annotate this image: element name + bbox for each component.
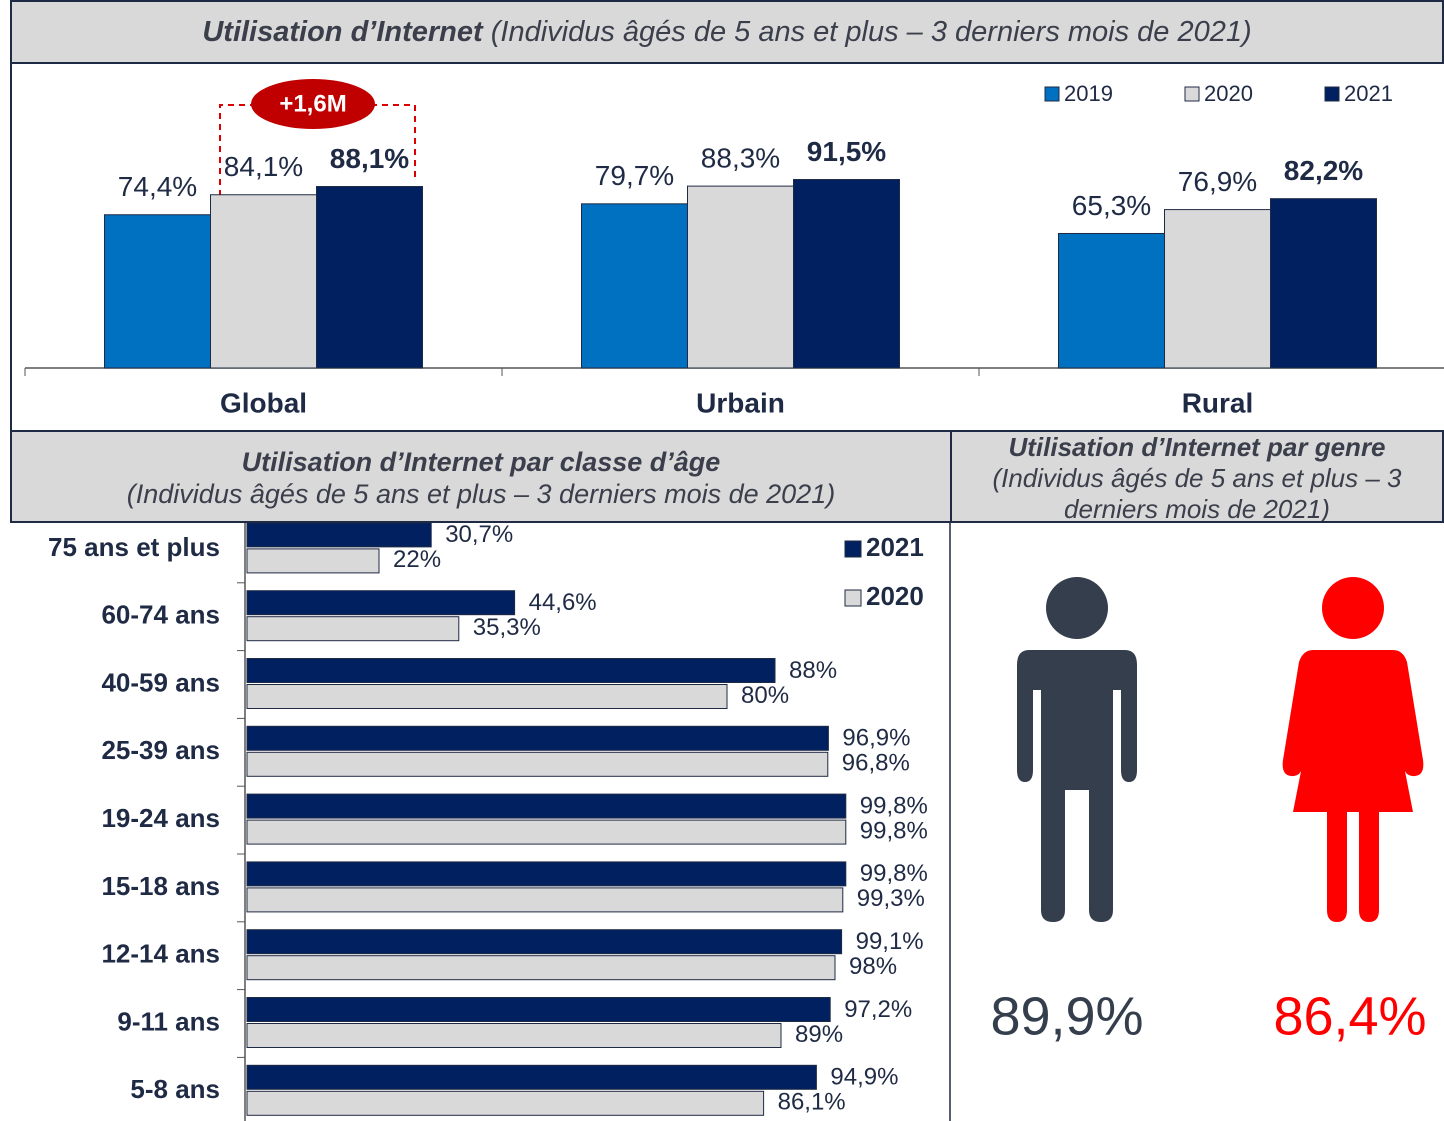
legend-swatch (844, 540, 862, 558)
subtitle: (Individus âgés de 5 ans et plus – 3 der… (992, 463, 1402, 523)
legend-swatch (1324, 86, 1340, 102)
y-tick-label: 15-18 ans (101, 871, 220, 901)
value-label: 98% (849, 953, 897, 980)
value-label: 99,1% (856, 928, 924, 955)
title: Utilisation d’Internet (202, 16, 483, 48)
bar (246, 1090, 765, 1116)
legend-swatch (1044, 86, 1060, 102)
bar (246, 887, 844, 913)
x-tick-label: Rural (1182, 387, 1254, 418)
annotation-badge (251, 79, 375, 129)
legend-label: 2020 (866, 581, 924, 611)
bar (246, 955, 836, 981)
y-tick-label: 25-39 ans (101, 735, 220, 765)
value-label: 99,3% (857, 885, 925, 912)
value-label: 94,9% (830, 1064, 898, 1091)
subtitle: (Individus âgés de 5 ans et plus – 3 der… (126, 479, 836, 509)
value-label: 96,8% (842, 750, 910, 777)
value-label: 89,9% (990, 986, 1143, 1046)
y-tick-label: 12-14 ans (101, 939, 220, 969)
value-label: 99,8% (860, 860, 928, 887)
value-label: 22% (393, 546, 441, 573)
bar (246, 522, 432, 548)
annotation: +1,6M (279, 90, 346, 117)
legend-label: 2019 (1064, 81, 1113, 106)
title: Utilisation d’Internet par genre (1008, 432, 1386, 462)
value-label: 99,8% (860, 817, 928, 844)
header-1: Utilisation d’Internet (Individus âgés d… (10, 0, 1444, 64)
header-3: Utilisation d’Internet par genre (Indivi… (950, 430, 1444, 523)
bar (246, 997, 831, 1022)
bar (793, 179, 900, 369)
head (1322, 577, 1384, 639)
value-label: 35,3% (473, 614, 541, 641)
value-label: 74,4% (118, 171, 197, 202)
y-tick-label: 75 ans et plus (48, 532, 220, 562)
head (1046, 577, 1108, 639)
y-tick-label: 5-8 ans (130, 1074, 220, 1104)
legend-swatch (844, 589, 862, 607)
value-label: 65,3% (1072, 190, 1151, 221)
bar (246, 929, 843, 955)
value-label: 88,1% (330, 143, 409, 174)
header-2: Utilisation d’Internet par classe d’âge … (10, 430, 952, 523)
value-label: 79,7% (595, 160, 674, 191)
value-label: 80% (741, 682, 789, 709)
bar (246, 548, 380, 574)
bar (104, 214, 211, 369)
legend-swatch (1184, 86, 1200, 102)
bar (1058, 232, 1165, 369)
value-label: 88% (789, 657, 837, 684)
value-label: 84,1% (224, 151, 303, 182)
bar (246, 861, 847, 887)
woman-icon (1282, 577, 1424, 922)
subtitle: (Individus âgés de 5 ans et plus – 3 der… (490, 16, 1252, 48)
value-label: 86,1% (778, 1089, 846, 1116)
value-label: 97,2% (844, 996, 912, 1023)
bar (246, 793, 847, 819)
value-label: 76,9% (1178, 166, 1257, 197)
value-label: 30,7% (445, 521, 513, 548)
legend-label: 2020 (1204, 81, 1253, 106)
bar (246, 725, 829, 751)
value-label: 88,3% (701, 142, 780, 173)
body (1017, 650, 1137, 922)
bar (246, 819, 847, 845)
bar (246, 684, 728, 709)
bar (246, 658, 776, 683)
bar (246, 751, 829, 777)
bar (210, 194, 317, 369)
value-label: 99,8% (860, 792, 928, 819)
x-tick-label: Urbain (696, 387, 785, 418)
value-label: 82,2% (1284, 155, 1363, 186)
legend-label: 2021 (866, 532, 924, 562)
value-label: 89% (795, 1021, 843, 1048)
bar (1164, 209, 1271, 369)
y-tick-label: 9-11 ans (117, 1006, 220, 1036)
y-tick-label: 60-74 ans (101, 600, 220, 630)
bar (246, 1023, 782, 1048)
y-tick-label: 19-24 ans (101, 803, 220, 833)
y-tick-label: 40-59 ans (101, 667, 220, 697)
legend-label: 2021 (1344, 81, 1393, 106)
bar (246, 616, 460, 642)
bar (687, 185, 794, 369)
value-label: 91,5% (807, 136, 886, 167)
man-icon (1017, 577, 1137, 922)
value-label: 86,4% (1273, 986, 1426, 1046)
body (1282, 650, 1424, 922)
value-label: 96,9% (842, 725, 910, 752)
bar (246, 1064, 817, 1090)
x-tick-label: Global (220, 387, 307, 418)
bar (246, 590, 516, 616)
bar (581, 203, 688, 369)
value-label: 44,6% (529, 589, 597, 616)
title: Utilisation d’Internet par classe d’âge (241, 447, 721, 477)
bar (316, 186, 423, 369)
bar (1270, 198, 1377, 369)
